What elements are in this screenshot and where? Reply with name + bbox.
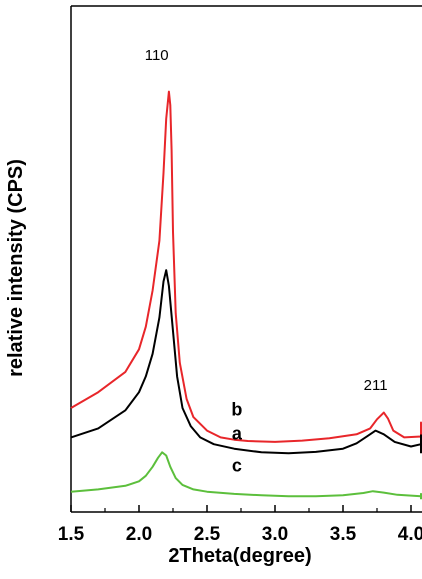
x-tick-label: 3.0 xyxy=(262,524,288,545)
x-tick-label: 2.5 xyxy=(194,524,221,545)
plot-area xyxy=(70,5,422,513)
x-tick-label: 4.0 xyxy=(398,524,422,545)
x-tick-label: 2.0 xyxy=(126,524,152,545)
peak-label-110: 110 xyxy=(145,47,169,64)
peak-label-211: 211 xyxy=(364,377,388,394)
series-labels: bac xyxy=(231,400,242,476)
x-tick-labels: 1.52.02.53.03.54.04.5 xyxy=(58,524,422,545)
x-axis-title: 2Theta(degree) xyxy=(168,545,311,567)
y-axis-title: relative intensity (CPS) xyxy=(5,159,27,377)
x-tick-label: 3.5 xyxy=(330,524,357,545)
series-lines xyxy=(70,90,422,500)
x-ticks xyxy=(70,505,412,512)
x-tick-label: 1.5 xyxy=(58,524,85,545)
series-line-a xyxy=(70,269,422,455)
series-label-b: b xyxy=(231,400,242,420)
series-label-c: c xyxy=(232,455,242,475)
series-line-b xyxy=(70,90,422,443)
peak-labels: 110211220 xyxy=(145,47,388,394)
series-line-c xyxy=(70,451,422,500)
series-label-a: a xyxy=(232,424,243,444)
